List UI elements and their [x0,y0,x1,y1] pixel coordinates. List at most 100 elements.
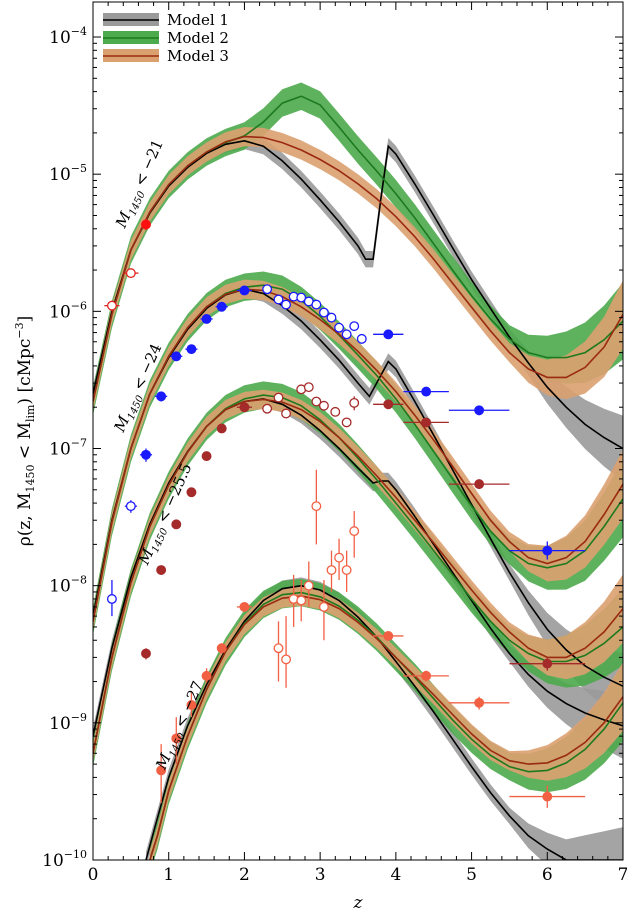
marker [296,292,307,303]
legend-label: Model 1 [167,11,229,29]
data-point-32 [186,487,197,498]
marker [262,284,273,295]
marker [356,333,367,344]
data-point-53 [201,668,212,684]
data-point-4 [124,500,137,513]
x-tick-label: 2 [239,865,250,885]
data-point-63 [326,550,337,592]
data-point-56 [273,621,284,682]
data-point-28 [509,541,586,560]
data-point-13 [273,294,284,305]
curve-label-2: M1450 < −25.5 [134,460,198,569]
x-axis-label: z [353,893,364,913]
marker [542,658,553,669]
data-point-57 [281,616,292,688]
y-tick-label: 10−4 [49,25,87,48]
marker [334,552,345,563]
data-point-70 [509,785,586,808]
marker [141,219,151,230]
x-tick-label: 1 [163,865,174,885]
y-tick-label: 10−8 [49,574,87,597]
data-point-1 [104,300,120,312]
data-point-59 [296,579,307,622]
data-point-43 [330,406,341,417]
marker [341,417,352,428]
data-point-26 [403,386,449,397]
marker [201,314,212,324]
y-tick-label: 10−7 [49,437,87,460]
curve-model-3-8 [93,398,623,754]
marker [186,344,197,355]
data-point-8 [185,344,198,355]
marker [216,423,227,434]
marker [334,322,345,333]
data-point-50 [156,744,167,804]
marker [141,648,151,659]
data-point-48 [448,479,510,490]
data-point-7 [170,351,183,362]
data-point-31 [171,519,182,530]
data-point-41 [311,396,322,407]
data-point-36 [262,403,273,414]
marker [349,397,360,408]
marker [330,406,341,417]
x-tick-label: 4 [390,865,401,885]
marker [421,386,432,397]
data-point-60 [303,561,314,607]
data-point-30 [156,565,167,575]
curve-model-3-5 [93,288,623,622]
data-point-58 [288,574,299,627]
marker [326,312,337,323]
data-point-25 [373,329,404,340]
marker [349,321,360,332]
marker [239,601,250,612]
data-point-11 [236,285,252,296]
axis-ticks: 0 1 2 3 4 5 6 7 10−10 10−9 10−8 10−7 10−6 10−5 10−4 [42,2,627,885]
marker [171,733,182,744]
data-point-47 [403,417,449,428]
marker [281,299,292,310]
marker [216,643,227,654]
marker [474,405,485,416]
data-point-16 [296,292,307,303]
data-point-14 [281,299,292,310]
data-point-61 [311,469,322,545]
marker [156,765,167,776]
marker [201,670,212,681]
marker [106,300,117,311]
marker [106,594,117,604]
data-point-6 [155,391,168,402]
marker [171,351,182,362]
marker [383,329,394,340]
data-point-0 [141,219,151,231]
marker [216,301,227,312]
marker [186,700,197,710]
marker [311,501,322,512]
marker [349,526,360,537]
data-point-29 [141,648,151,660]
marker [239,402,250,413]
x-tick-label: 3 [315,865,326,885]
model-curves [93,95,623,860]
data-point-37 [273,392,284,403]
marker [281,408,292,419]
data-point-38 [281,408,292,419]
data-point-62 [318,579,329,641]
data-point-66 [349,511,360,558]
data-point-67 [373,630,404,641]
marker [156,565,167,575]
data-point-10 [215,301,228,312]
marker [296,595,307,606]
marker [141,449,151,460]
marker [281,654,292,665]
data-point-65 [341,550,352,592]
data-point-55 [236,601,252,612]
data-point-46 [373,399,404,410]
data-point-34 [216,423,227,434]
data-point-68 [403,670,449,682]
data-point-40 [303,382,314,393]
data-points [104,219,586,808]
marker [186,487,197,498]
data-point-23 [349,321,360,332]
data-point-33 [201,451,212,462]
